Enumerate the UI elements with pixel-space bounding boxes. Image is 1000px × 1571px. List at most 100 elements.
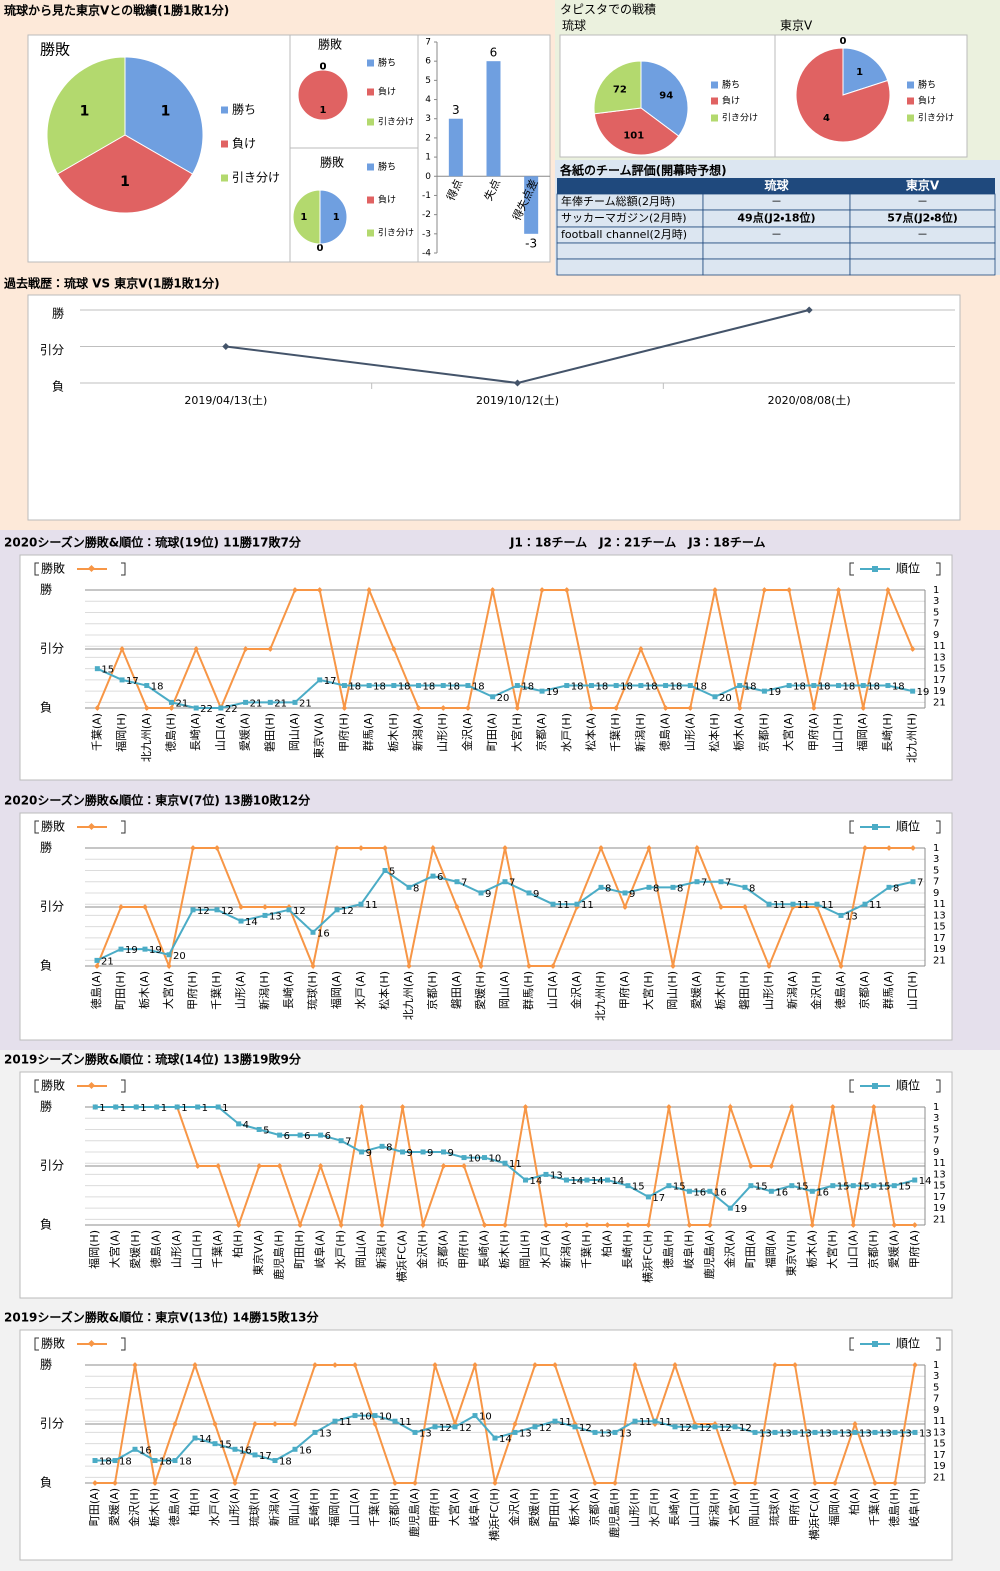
rank-point [252,1452,258,1458]
x-tick-label: 栃木(A) [567,1488,581,1526]
result-point [461,1163,467,1169]
x-tick-label: 愛媛(A) [239,713,252,751]
frame [19,1329,953,1561]
rank-point [406,884,412,890]
rank-point [672,1424,678,1430]
y2-tick-label: 13 [933,1427,946,1438]
rank-point [190,907,196,913]
result-point [432,1362,438,1368]
rank-point [522,1177,528,1183]
rank-label: 12 [739,1423,752,1434]
y-tick-label: 6 [425,57,431,67]
result-point [532,1362,538,1368]
rank-point [885,683,891,689]
result-point [94,963,100,969]
y2-tick-label: 5 [933,865,939,876]
rank-label: 18 [447,682,460,693]
rank-point [172,1458,178,1464]
frame [19,554,953,781]
rank-label: 6 [437,872,443,883]
rank-point [243,699,249,705]
rank-point [454,879,460,885]
rank-label: 17 [652,1193,665,1204]
x-tick-label: 千葉(A) [867,1488,881,1526]
legend-bracket [849,1337,854,1351]
rank-point [910,879,916,885]
rank-label: 13 [839,1428,852,1439]
rank-label: 18 [159,1457,172,1468]
rank-label: 13 [419,1428,432,1439]
result-point [192,1362,198,1368]
y2-tick-label: 21 [933,1472,946,1483]
rank-point [790,901,796,907]
result-point [94,705,101,711]
result-point [910,845,916,851]
legend-label: 引き分け [918,113,954,124]
rank-point [317,677,323,683]
y-tick-label: 2 [425,133,431,143]
y2-tick-label: 5 [933,1382,939,1393]
rank-label: 19 [768,687,781,698]
rank-label: 18 [694,682,707,693]
table-cell [702,258,851,276]
rank-label: 13 [319,1428,332,1439]
x-tick-label: 柏(A) [599,1230,613,1257]
rank-label: 22 [225,704,238,715]
rank-label: 1 [140,1103,146,1114]
rank-label: 15 [796,1182,809,1193]
rank-label: 18 [99,1457,112,1468]
pie-title: 勝敗 [318,37,342,52]
rank-label: 18 [119,1457,132,1468]
legend-label: 負け [918,95,936,107]
rank-label: 12 [197,906,210,917]
legend-label: 勝敗 [41,819,65,834]
rank-point [232,1446,238,1452]
y2-tick-label: 17 [933,1192,946,1203]
y2-tick-label: 7 [933,1394,939,1405]
x-tick-label: 町田(A) [88,1488,101,1526]
rank-label: 1 [222,1103,228,1114]
pie-slice [795,47,891,143]
rank-label: 20 [497,693,510,704]
rank-point [830,1183,836,1189]
rank-point [646,884,652,890]
result-point [718,904,724,910]
y2-tick-label: 9 [933,630,939,641]
result-point [809,1222,816,1228]
rank-label: 19 [734,1204,747,1215]
result-point [118,904,124,910]
x-tick-label: 町田(A) [744,1230,757,1268]
rank-point [809,1188,815,1194]
legend-label: 勝ち [378,57,396,69]
x-tick-label: 長崎(A) [188,713,202,751]
x-tick-label: 徳島(A) [167,1488,181,1526]
y2-tick-label: 11 [933,1158,946,1169]
legend-swatch [711,81,718,89]
rank-label: 1 [99,1103,105,1114]
rank-point [168,699,174,705]
result-point [792,1362,798,1368]
result-point [502,1222,508,1228]
x-tick-label: 岡山(A) [498,971,511,1009]
chart-title: 2020シーズン勝敗&順位：東京V(7位) 13勝10敗12分 [4,793,311,808]
pie-value-label: 1 [856,67,863,78]
y-tick-label: 負 [52,380,64,394]
y-tick-label: 勝 [52,306,64,321]
rank-point [338,1138,344,1144]
rank-point [622,890,628,896]
x-tick-label: 横浜FC(A) [807,1488,821,1540]
rank-point [391,683,397,689]
x-tick-label: 岡山(H) [518,1230,531,1269]
y-tick-label: -1 [422,191,431,201]
rank-label: 12 [459,1423,472,1434]
rank-label: 16 [775,1187,788,1198]
rank-point [891,1183,897,1189]
result-point [232,1480,238,1486]
pie-value-label: 1 [161,104,171,120]
result-point [712,587,718,593]
y-tick-label: -3 [422,229,431,239]
x-tick-label: 山形(A) [170,1230,183,1268]
rank-label: 11 [365,900,378,911]
rank-point [132,1446,138,1452]
rank-point [441,1149,447,1155]
